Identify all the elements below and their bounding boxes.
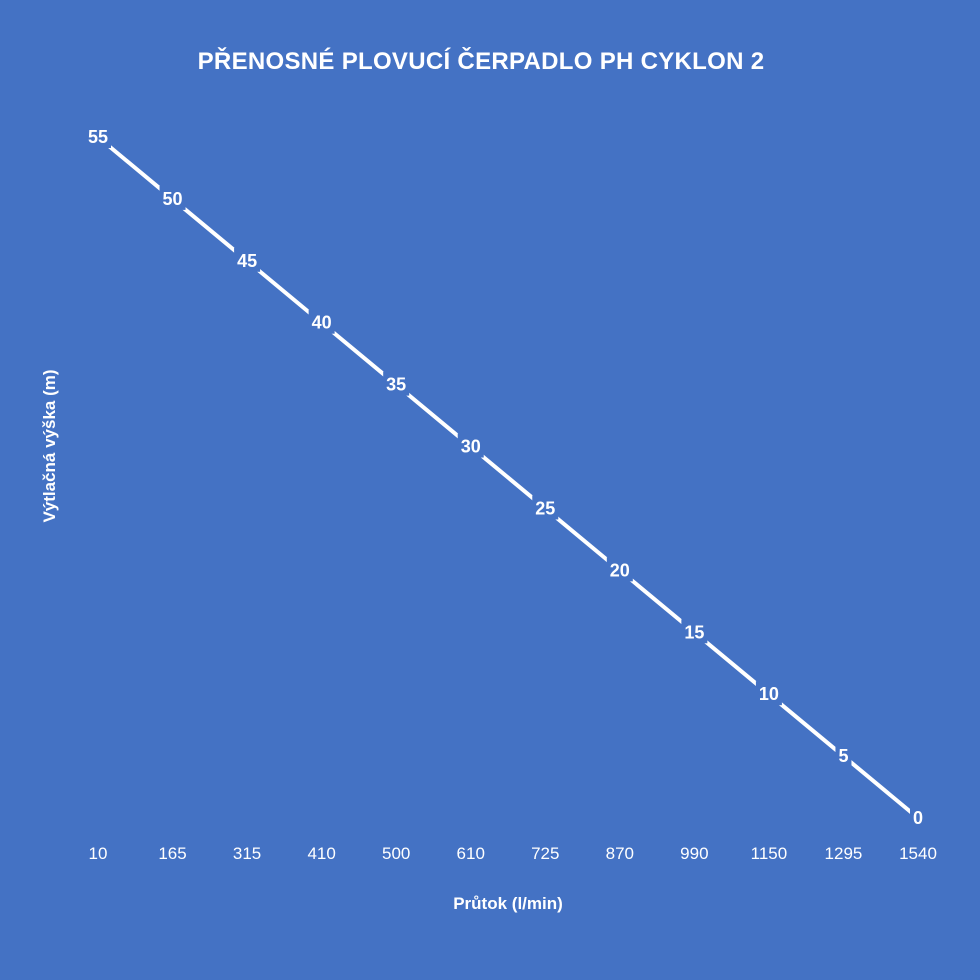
data-label: 55 bbox=[88, 127, 108, 147]
x-axis-title: Průtok (l/min) bbox=[453, 894, 563, 913]
data-label-background bbox=[383, 371, 410, 396]
x-tick-label: 1150 bbox=[751, 844, 788, 863]
data-label-background bbox=[308, 309, 335, 334]
data-label-background bbox=[755, 681, 782, 706]
data-label-background bbox=[606, 557, 633, 582]
data-label: 5 bbox=[838, 746, 848, 766]
data-label: 40 bbox=[312, 313, 332, 333]
data-label: 20 bbox=[610, 560, 630, 580]
series-line-group bbox=[96, 135, 920, 820]
data-label: 25 bbox=[535, 498, 555, 518]
data-label-background bbox=[681, 619, 708, 644]
data-label: 45 bbox=[237, 251, 257, 271]
x-tick-label: 1540 bbox=[899, 844, 937, 863]
x-tick-label: 610 bbox=[457, 844, 485, 863]
data-label: 0 bbox=[913, 808, 923, 828]
y-axis-title: Výtlačná výška (m) bbox=[40, 369, 59, 522]
x-tick-labels: 10 165 315 410 500 610 725 870 990 1150 1295 1540 bbox=[89, 844, 937, 863]
x-tick-label: 315 bbox=[233, 844, 261, 863]
data-label: 35 bbox=[386, 375, 406, 395]
x-tick-label: 1295 bbox=[825, 844, 863, 863]
data-label: 30 bbox=[461, 437, 481, 457]
data-label-background bbox=[234, 247, 261, 272]
x-tick-label: 165 bbox=[158, 844, 186, 863]
data-label-background bbox=[910, 805, 926, 829]
x-tick-label: 990 bbox=[680, 844, 708, 863]
x-tick-label: 10 bbox=[89, 844, 108, 863]
x-tick-label: 725 bbox=[531, 844, 559, 863]
data-label-background bbox=[835, 743, 852, 768]
data-label: 50 bbox=[163, 189, 183, 209]
data-label: 10 bbox=[759, 684, 779, 704]
x-tick-label: 410 bbox=[307, 844, 335, 863]
data-label-background bbox=[532, 495, 559, 520]
data-label-background bbox=[159, 185, 186, 210]
data-label-background bbox=[85, 124, 111, 148]
chart-title: PŘENOSNÉ PLOVUCÍ ČERPADLO PH CYKLON 2 bbox=[198, 47, 765, 75]
series-line bbox=[96, 135, 920, 820]
data-label-background bbox=[457, 433, 484, 458]
x-tick-label: 870 bbox=[606, 844, 634, 863]
x-tick-label: 500 bbox=[382, 844, 410, 863]
drop-lines bbox=[97, 151, 845, 806]
data-label: 15 bbox=[684, 622, 704, 642]
